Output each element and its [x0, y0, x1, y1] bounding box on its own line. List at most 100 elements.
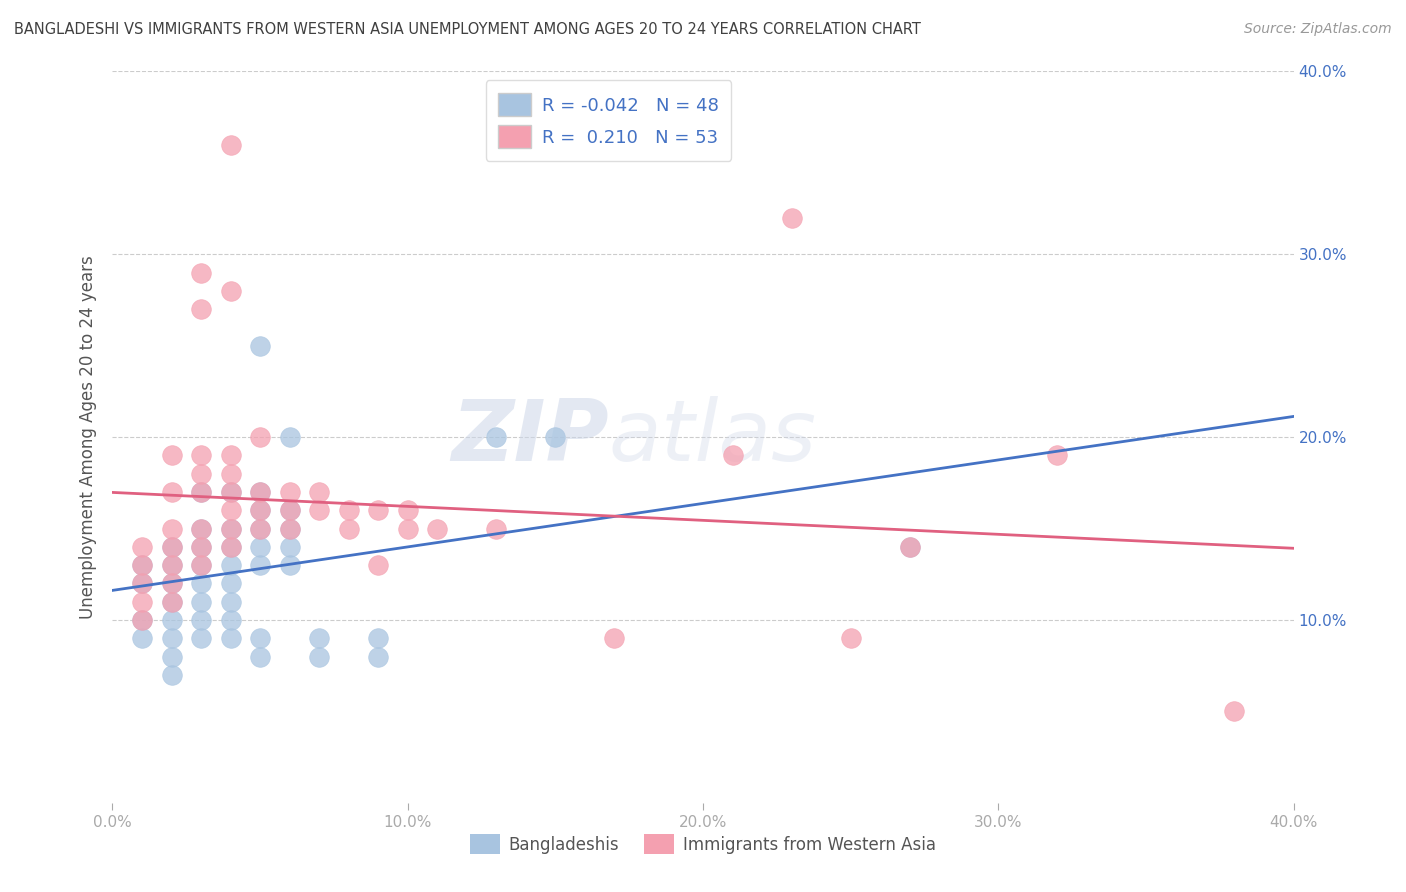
Point	[219, 284, 242, 298]
Point	[426, 521, 449, 535]
Point	[160, 594, 183, 608]
Point	[249, 540, 271, 554]
Text: Source: ZipAtlas.com: Source: ZipAtlas.com	[1244, 22, 1392, 37]
Point	[131, 576, 153, 591]
Point	[367, 558, 389, 573]
Point	[190, 521, 212, 535]
Point	[898, 540, 921, 554]
Point	[219, 576, 242, 591]
Point	[278, 521, 301, 535]
Point	[219, 503, 242, 517]
Point	[898, 540, 921, 554]
Point	[219, 613, 242, 627]
Point	[219, 594, 242, 608]
Point	[160, 667, 183, 681]
Point	[190, 540, 212, 554]
Point	[278, 503, 301, 517]
Point	[160, 632, 183, 646]
Point	[219, 558, 242, 573]
Point	[278, 540, 301, 554]
Point	[219, 540, 242, 554]
Point	[603, 632, 626, 646]
Point	[367, 632, 389, 646]
Point	[249, 558, 271, 573]
Point	[219, 485, 242, 500]
Point	[396, 503, 419, 517]
Point	[160, 540, 183, 554]
Point	[839, 632, 862, 646]
Point	[249, 485, 271, 500]
Point	[780, 211, 803, 225]
Point	[308, 503, 330, 517]
Point	[160, 558, 183, 573]
Text: ZIP: ZIP	[451, 395, 609, 479]
Point	[308, 485, 330, 500]
Point	[249, 485, 271, 500]
Point	[278, 503, 301, 517]
Point	[131, 558, 153, 573]
Point	[190, 558, 212, 573]
Point	[131, 613, 153, 627]
Point	[249, 521, 271, 535]
Point	[1046, 448, 1069, 462]
Text: BANGLADESHI VS IMMIGRANTS FROM WESTERN ASIA UNEMPLOYMENT AMONG AGES 20 TO 24 YEA: BANGLADESHI VS IMMIGRANTS FROM WESTERN A…	[14, 22, 921, 37]
Point	[219, 467, 242, 481]
Point	[278, 485, 301, 500]
Point	[219, 521, 242, 535]
Point	[219, 448, 242, 462]
Point	[131, 576, 153, 591]
Point	[337, 521, 360, 535]
Point	[131, 594, 153, 608]
Point	[160, 576, 183, 591]
Point	[278, 521, 301, 535]
Point	[160, 521, 183, 535]
Point	[219, 540, 242, 554]
Point	[308, 632, 330, 646]
Text: atlas: atlas	[609, 395, 817, 479]
Point	[367, 649, 389, 664]
Point	[485, 430, 508, 444]
Point	[249, 632, 271, 646]
Point	[249, 649, 271, 664]
Point	[160, 485, 183, 500]
Point	[160, 576, 183, 591]
Point	[190, 485, 212, 500]
Point	[249, 338, 271, 352]
Point	[278, 558, 301, 573]
Point	[190, 301, 212, 317]
Point	[190, 632, 212, 646]
Point	[160, 558, 183, 573]
Point	[131, 632, 153, 646]
Point	[249, 503, 271, 517]
Point	[190, 613, 212, 627]
Point	[190, 266, 212, 280]
Point	[721, 448, 744, 462]
Point	[190, 558, 212, 573]
Legend: Bangladeshis, Immigrants from Western Asia: Bangladeshis, Immigrants from Western As…	[464, 828, 942, 860]
Point	[249, 521, 271, 535]
Point	[219, 137, 242, 152]
Point	[1223, 705, 1246, 719]
Point	[219, 632, 242, 646]
Point	[160, 594, 183, 608]
Point	[131, 558, 153, 573]
Point	[485, 521, 508, 535]
Point	[249, 503, 271, 517]
Point	[131, 540, 153, 554]
Y-axis label: Unemployment Among Ages 20 to 24 years: Unemployment Among Ages 20 to 24 years	[79, 255, 97, 619]
Point	[160, 448, 183, 462]
Point	[160, 613, 183, 627]
Point	[160, 649, 183, 664]
Point	[219, 521, 242, 535]
Point	[190, 594, 212, 608]
Point	[190, 540, 212, 554]
Point	[249, 430, 271, 444]
Point	[190, 485, 212, 500]
Point	[160, 540, 183, 554]
Point	[337, 503, 360, 517]
Point	[308, 649, 330, 664]
Point	[367, 503, 389, 517]
Point	[219, 485, 242, 500]
Point	[131, 613, 153, 627]
Point	[278, 430, 301, 444]
